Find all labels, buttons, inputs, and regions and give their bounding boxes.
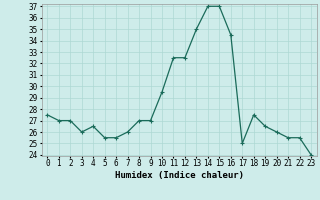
X-axis label: Humidex (Indice chaleur): Humidex (Indice chaleur) [115, 171, 244, 180]
